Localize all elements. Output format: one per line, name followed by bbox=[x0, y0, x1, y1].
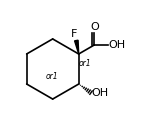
Polygon shape bbox=[75, 40, 79, 54]
Text: OH: OH bbox=[92, 88, 109, 98]
Text: or1: or1 bbox=[78, 59, 91, 68]
Text: O: O bbox=[90, 22, 99, 32]
Text: or1: or1 bbox=[45, 72, 58, 81]
Text: OH: OH bbox=[108, 40, 125, 50]
Text: F: F bbox=[71, 29, 77, 39]
